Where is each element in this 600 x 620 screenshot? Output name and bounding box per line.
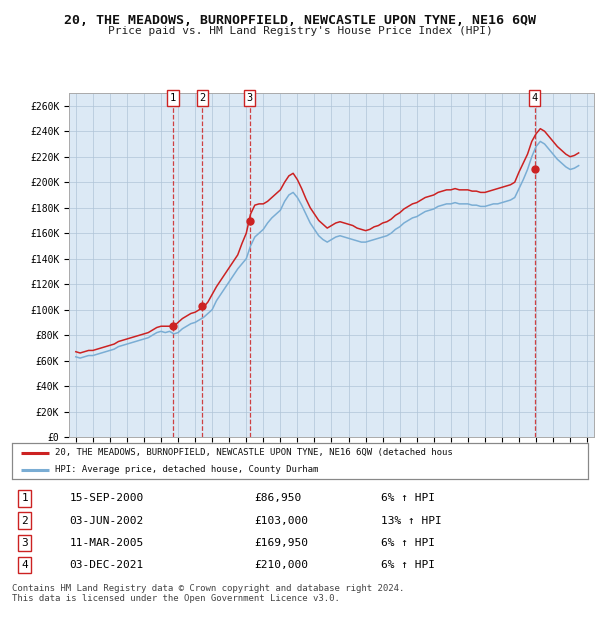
Text: 1: 1 (21, 494, 28, 503)
Text: 03-JUN-2002: 03-JUN-2002 (70, 516, 144, 526)
Text: 20, THE MEADOWS, BURNOPFIELD, NEWCASTLE UPON TYNE, NE16 6QW: 20, THE MEADOWS, BURNOPFIELD, NEWCASTLE … (64, 14, 536, 27)
Text: 4: 4 (21, 560, 28, 570)
Text: Price paid vs. HM Land Registry's House Price Index (HPI): Price paid vs. HM Land Registry's House … (107, 26, 493, 36)
Text: £169,950: £169,950 (254, 538, 308, 547)
Text: 11-MAR-2005: 11-MAR-2005 (70, 538, 144, 547)
Text: £210,000: £210,000 (254, 560, 308, 570)
Text: 4: 4 (532, 93, 538, 103)
Text: £103,000: £103,000 (254, 516, 308, 526)
Text: 20, THE MEADOWS, BURNOPFIELD, NEWCASTLE UPON TYNE, NE16 6QW (detached hous: 20, THE MEADOWS, BURNOPFIELD, NEWCASTLE … (55, 448, 453, 457)
Text: 6% ↑ HPI: 6% ↑ HPI (380, 494, 434, 503)
Text: 6% ↑ HPI: 6% ↑ HPI (380, 538, 434, 547)
Text: 6% ↑ HPI: 6% ↑ HPI (380, 560, 434, 570)
Text: 3: 3 (21, 538, 28, 547)
Text: 1: 1 (170, 93, 176, 103)
Text: 3: 3 (247, 93, 253, 103)
Text: 13% ↑ HPI: 13% ↑ HPI (380, 516, 442, 526)
Text: 03-DEC-2021: 03-DEC-2021 (70, 560, 144, 570)
Text: £86,950: £86,950 (254, 494, 301, 503)
Text: 2: 2 (199, 93, 205, 103)
Text: 2: 2 (21, 516, 28, 526)
Text: 15-SEP-2000: 15-SEP-2000 (70, 494, 144, 503)
Text: Contains HM Land Registry data © Crown copyright and database right 2024.
This d: Contains HM Land Registry data © Crown c… (12, 584, 404, 603)
Text: HPI: Average price, detached house, County Durham: HPI: Average price, detached house, Coun… (55, 465, 319, 474)
